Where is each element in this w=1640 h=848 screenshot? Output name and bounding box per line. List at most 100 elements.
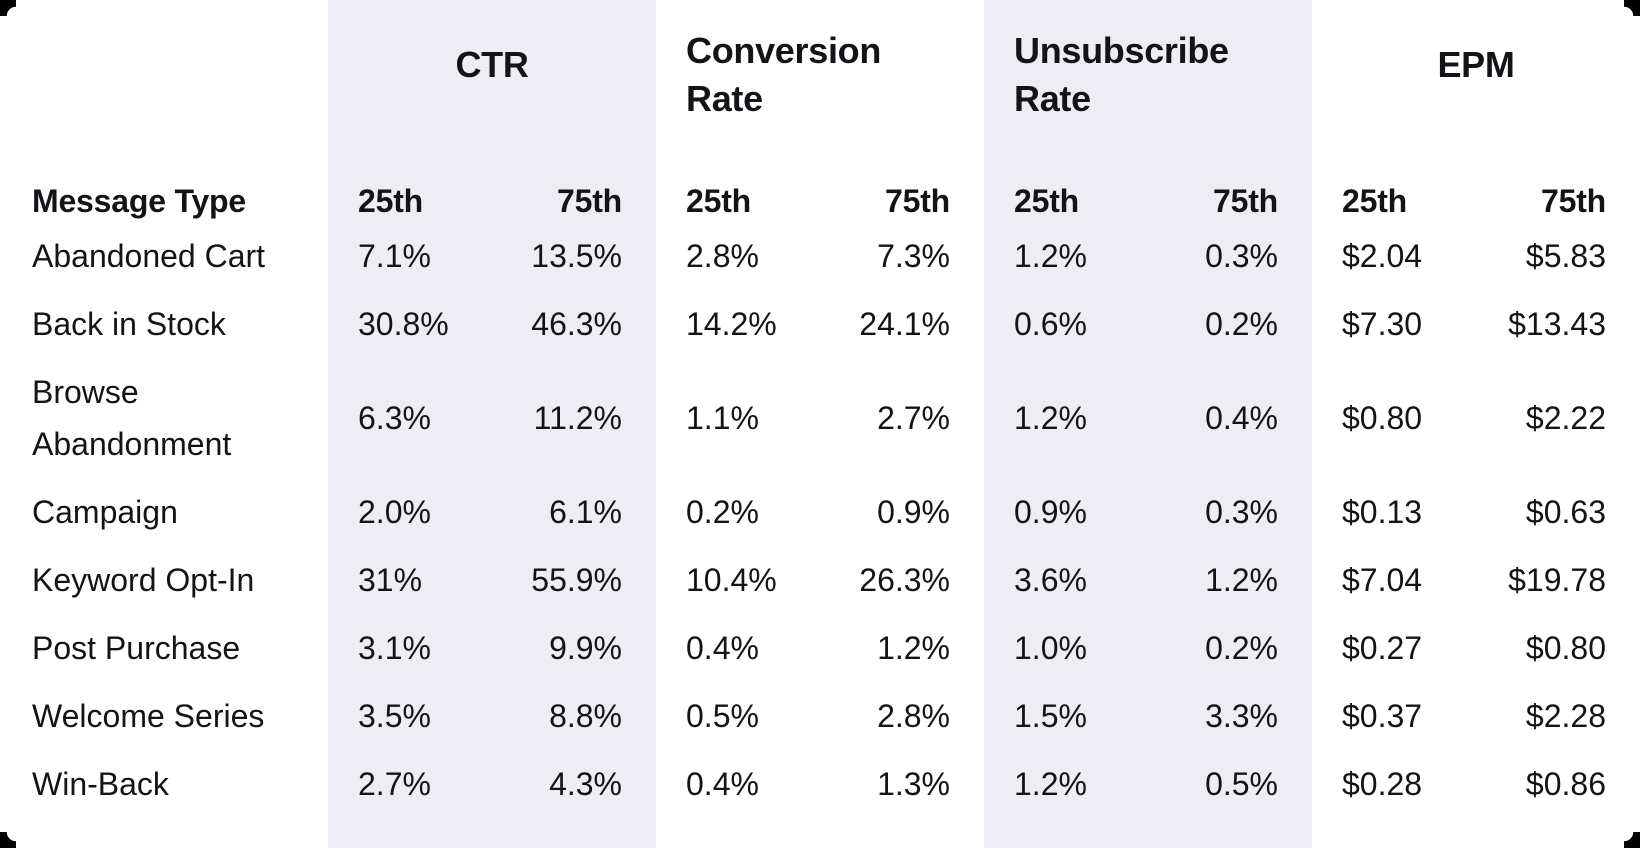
unsubscribe-column-band: [984, 0, 1312, 848]
table-row: Win-Back 2.7% 4.3% 0.4% 1.3% 1.2% 0.5% $0.28 $0.…: [0, 750, 1640, 818]
cell-epm-75: $13.43: [1508, 306, 1606, 342]
group-header-epm: EPM: [1437, 44, 1515, 85]
cell-unsub-25: 1.2%: [1014, 400, 1087, 436]
group-header-unsubscribe: Unsubscribe Rate: [1014, 30, 1229, 119]
cell-message-type: Abandoned Cart: [32, 238, 266, 274]
cell-unsub-25: 1.2%: [1014, 766, 1087, 802]
table-row: Welcome Series 3.5% 8.8% 0.5% 2.8% 1.5% 3.3% $0…: [0, 682, 1640, 750]
cell-conv-75: 0.9%: [877, 494, 950, 530]
cell-unsub-75: 1.2%: [1205, 562, 1278, 598]
cell-ctr-75: 9.9%: [549, 630, 622, 666]
group-header-conversion: Conversion Rate: [686, 30, 882, 119]
cell-epm-75: $0.80: [1525, 630, 1606, 666]
cell-conv-75: 2.7%: [877, 400, 950, 436]
cell-ctr-75: 55.9%: [531, 562, 622, 598]
cell-conv-25: 10.4%: [686, 562, 777, 598]
cell-message-type: Campaign: [32, 494, 178, 530]
table-row: Campaign 2.0% 6.1% 0.2% 0.9% 0.9% 0.3% $0.13 $0.…: [0, 478, 1640, 546]
column-header-ctr-75th: 75th: [557, 183, 622, 219]
cell-epm-75: $0.86: [1525, 766, 1606, 802]
cell-message-type: Win-Back: [32, 766, 169, 802]
cell-epm-75: $19.78: [1508, 562, 1606, 598]
cell-epm-25: $0.13: [1342, 494, 1423, 530]
column-header-ctr-25th: 25th: [358, 183, 423, 219]
cell-conv-75: 2.8%: [877, 698, 950, 734]
cell-epm-25: $0.37: [1342, 698, 1423, 734]
cell-epm-25: $7.04: [1342, 562, 1423, 598]
cell-message-type: Browse Abandonment: [32, 374, 232, 462]
corner-mark-top-right: [1624, 0, 1640, 16]
cell-epm-25: $7.30: [1342, 306, 1423, 342]
table-row: Keyword Opt-In 31% 55.9% 10.4% 26.3% 3.6% 1.2%…: [0, 546, 1640, 614]
cell-conv-25: 0.4%: [686, 630, 759, 666]
cell-unsub-25: 1.0%: [1014, 630, 1087, 666]
cell-epm-75: $2.22: [1525, 400, 1606, 436]
cell-epm-25: $2.04: [1342, 238, 1423, 274]
column-header-conv-25th: 25th: [686, 183, 751, 219]
cell-ctr-75: 6.1%: [549, 494, 622, 530]
cell-unsub-75: 3.3%: [1205, 698, 1278, 734]
cell-conv-25: 14.2%: [686, 306, 777, 342]
cell-ctr-25: 30.8%: [358, 306, 449, 342]
cell-ctr-75: 8.8%: [549, 698, 622, 734]
cell-unsub-75: 0.2%: [1205, 630, 1278, 666]
metrics-table: CTR Conversion Rate Unsubscribe Rate EPM…: [0, 0, 1640, 818]
cell-conv-25: 0.5%: [686, 698, 759, 734]
cell-conv-75: 26.3%: [859, 562, 950, 598]
cell-unsub-25: 0.6%: [1014, 306, 1087, 342]
cell-epm-25: $0.28: [1342, 766, 1423, 802]
cell-ctr-25: 2.0%: [358, 494, 431, 530]
cell-unsub-25: 0.9%: [1014, 494, 1087, 530]
cell-conv-75: 1.3%: [877, 766, 950, 802]
cell-ctr-25: 3.5%: [358, 698, 431, 734]
cell-message-type: Back in Stock: [32, 306, 226, 342]
group-header-ctr: CTR: [455, 44, 529, 85]
corner-mark-top-left: [0, 0, 16, 16]
cell-conv-25: 2.8%: [686, 238, 759, 274]
corner-mark-bottom-right: [1624, 832, 1640, 848]
cell-epm-25: $0.27: [1342, 630, 1423, 666]
cell-unsub-75: 0.2%: [1205, 306, 1278, 342]
cell-message-type: Keyword Opt-In: [32, 562, 255, 598]
column-header-unsub-25th: 25th: [1014, 183, 1079, 219]
cell-conv-25: 0.2%: [686, 494, 759, 530]
cell-conv-75: 7.3%: [877, 238, 950, 274]
cell-ctr-25: 7.1%: [358, 238, 431, 274]
group-header-row: CTR Conversion Rate Unsubscribe Rate EPM: [0, 0, 1640, 150]
cell-conv-75: 1.2%: [877, 630, 950, 666]
cell-unsub-75: 0.5%: [1205, 766, 1278, 802]
cell-message-type: Post Purchase: [32, 630, 241, 666]
cell-unsub-75: 0.3%: [1205, 238, 1278, 274]
cell-conv-25: 1.1%: [686, 400, 759, 436]
cell-ctr-25: 6.3%: [358, 400, 431, 436]
cell-unsub-25: 3.6%: [1014, 562, 1087, 598]
cell-conv-25: 0.4%: [686, 766, 759, 802]
group-header-spacer: [0, 0, 328, 150]
cell-epm-25: $0.80: [1342, 400, 1423, 436]
cell-unsub-75: 0.4%: [1205, 400, 1278, 436]
cell-ctr-75: 4.3%: [549, 766, 622, 802]
column-header-epm-75th: 75th: [1541, 183, 1606, 219]
cell-ctr-75: 13.5%: [531, 238, 622, 274]
table-row: Browse Abandonment 6.3% 11.2% 1.1% 2.7% 1.2% 0…: [0, 358, 1640, 478]
cell-message-type: Welcome Series: [32, 698, 265, 734]
column-header-row: Message Type 25th 75th 25th 75th 25th 75…: [0, 150, 1640, 222]
cell-unsub-75: 0.3%: [1205, 494, 1278, 530]
cell-unsub-25: 1.5%: [1014, 698, 1087, 734]
ctr-column-band: [328, 0, 656, 848]
cell-ctr-25: 2.7%: [358, 766, 431, 802]
column-header-epm-25th: 25th: [1342, 183, 1407, 219]
cell-epm-75: $5.83: [1525, 238, 1606, 274]
cell-ctr-75: 46.3%: [531, 306, 622, 342]
table-row: Back in Stock 30.8% 46.3% 14.2% 24.1% 0.6% 0.2…: [0, 290, 1640, 358]
corner-mark-bottom-left: [0, 832, 16, 848]
cell-ctr-75: 11.2%: [533, 400, 622, 436]
table-row: Abandoned Cart 7.1% 13.5% 2.8% 7.3% 1.2% 0.3% $…: [0, 222, 1640, 290]
column-header-message-type: Message Type: [32, 183, 246, 219]
cell-conv-75: 24.1%: [859, 306, 950, 342]
cell-unsub-25: 1.2%: [1014, 238, 1087, 274]
table-body: Abandoned Cart 7.1% 13.5% 2.8% 7.3% 1.2% 0.3% $…: [0, 222, 1640, 818]
cell-epm-75: $2.28: [1525, 698, 1606, 734]
table-row: Post Purchase 3.1% 9.9% 0.4% 1.2% 1.0% 0.2% $0.…: [0, 614, 1640, 682]
